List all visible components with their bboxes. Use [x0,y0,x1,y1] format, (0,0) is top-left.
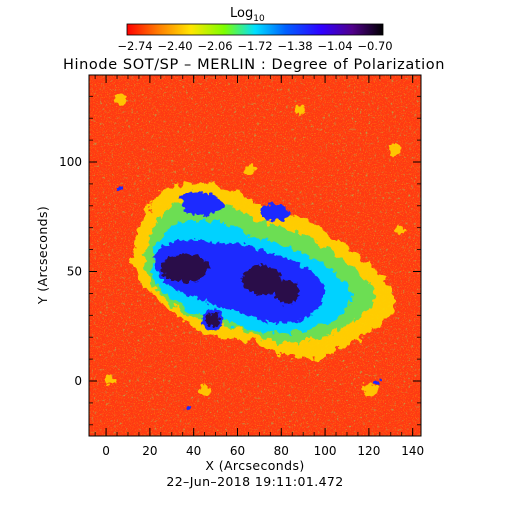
x-tick-label: 60 [230,444,245,458]
timestamp: 22–Jun–2018 19:11:01.472 [166,474,343,489]
colorbar-tick-label: −2.74 [117,39,152,53]
colorbar-ticks: −2.74 −2.40 −2.06 −1.72 −1.38 −1.04 −0.70 [117,39,392,53]
y-tick-label: 0 [74,374,82,388]
y-tick-label: 50 [67,265,82,279]
colorbar-tick-label: −0.70 [357,39,392,53]
polarization-map [89,75,421,436]
x-tick-label: 40 [186,444,201,458]
chart-title: Hinode SOT/SP – MERLIN : Degree of Polar… [63,57,445,73]
x-tick-label: 0 [102,444,110,458]
x-tick-label: 20 [142,444,157,458]
x-tick-label: 120 [357,444,380,458]
colorbar-tick-label: −1.72 [237,39,272,53]
colorbar-label: Log10 [230,6,265,24]
colorbar-tick-label: −1.38 [277,39,312,53]
x-axis-label: X (Arcseconds) [205,458,304,473]
x-tick-label: 140 [401,444,424,458]
y-axis-label: Y (Arcseconds) [35,206,50,305]
x-axis: 0 20 40 60 80 100 120 140 [94,75,424,458]
colorbar-tick-label: −2.40 [157,39,192,53]
y-axis: 0 50 100 [59,95,421,426]
colorbar: Log10 −2.74 −2.40 −2.06 −1.72 −1.38 −1.04 −0.7… [117,6,392,53]
colorbar-gradient [126,23,384,36]
x-tick-label: 100 [314,444,337,458]
plot-frame [88,74,422,437]
colorbar-tick-label: −2.06 [197,39,232,53]
y-tick-label: 100 [59,155,82,169]
x-tick-label: 80 [274,444,289,458]
colorbar-tick-label: −1.04 [317,39,352,53]
